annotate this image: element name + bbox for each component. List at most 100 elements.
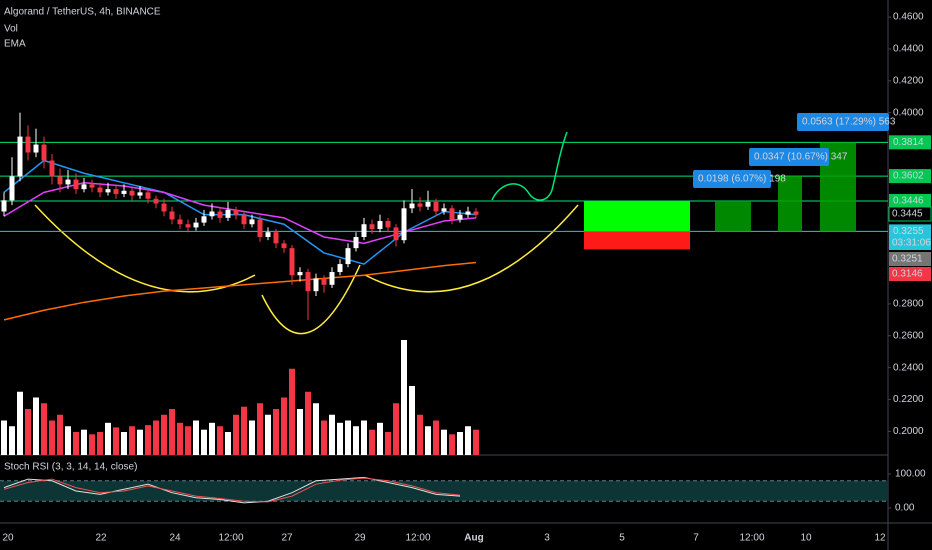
measure-label-box — [693, 170, 771, 188]
x-tick-label: 5 — [619, 533, 625, 544]
volume-bar — [145, 425, 151, 455]
volume-bar — [217, 426, 223, 455]
price-label-box — [889, 236, 931, 250]
volume-bar — [81, 429, 87, 455]
volume-bar — [153, 420, 159, 455]
candle-body — [393, 227, 399, 241]
volume-bar — [97, 432, 103, 455]
volume-bar — [225, 432, 231, 455]
candle-body — [305, 272, 311, 292]
y-tick-label: 0.2800 — [893, 299, 924, 310]
y-tick-label: 0.2600 — [893, 330, 924, 341]
volume-bar — [177, 422, 183, 455]
price-label-box — [889, 252, 931, 266]
candle-body — [57, 176, 63, 185]
price-label-box — [889, 267, 931, 281]
x-tick-label: 20 — [2, 533, 14, 544]
ema-line — [3, 261, 477, 321]
candle-body — [113, 189, 119, 194]
candle-body — [265, 232, 271, 237]
candle-body — [137, 192, 143, 196]
volume-bar — [345, 420, 351, 455]
candle-body — [417, 203, 423, 207]
volume-bar — [209, 422, 215, 455]
volume-bar — [329, 414, 335, 455]
volume-bar — [33, 397, 39, 455]
x-tick-label: 12:00 — [218, 533, 243, 544]
candle-body — [9, 176, 15, 201]
candle-body — [49, 160, 55, 177]
candle-body — [465, 211, 471, 215]
candle-body — [249, 219, 255, 225]
stoch-band — [0, 480, 888, 502]
candle-body — [441, 208, 447, 212]
indicator-label: Vol — [4, 24, 18, 35]
volume-bar — [457, 432, 463, 455]
candle-body — [433, 201, 439, 212]
volume-bar — [313, 403, 319, 455]
candle-body — [153, 198, 159, 204]
volume-bar — [473, 429, 479, 455]
measure-label-box — [749, 148, 829, 166]
candle-body — [209, 211, 215, 217]
y-tick-label: 0.00 — [895, 503, 915, 514]
volume-bar — [281, 397, 287, 455]
volume-bar — [377, 422, 383, 455]
price-label-box — [889, 224, 931, 239]
candle-body — [25, 136, 31, 153]
measure-zone — [715, 200, 751, 232]
x-tick-label: 24 — [169, 533, 181, 544]
candle-body — [89, 184, 95, 188]
candle-body — [329, 272, 335, 285]
candle-body — [345, 248, 351, 265]
candle-body — [1, 200, 7, 212]
candle-body — [369, 224, 375, 230]
x-tick-label: 22 — [95, 533, 107, 544]
volume-bar — [137, 429, 143, 455]
candle-body — [81, 184, 87, 190]
volume-bar — [185, 426, 191, 455]
volume-bar — [113, 427, 119, 455]
volume-bar — [417, 414, 423, 455]
candle-body — [17, 136, 23, 177]
y-tick-label: 0.4000 — [893, 107, 924, 118]
target-zone — [584, 200, 690, 232]
volume-bar — [297, 409, 303, 455]
volume-bar — [89, 434, 95, 455]
volume-bar — [73, 432, 79, 455]
x-tick-label: 29 — [354, 533, 366, 544]
x-tick-label: 10 — [800, 533, 812, 544]
candle-body — [41, 144, 47, 161]
candle-body — [289, 248, 295, 276]
candle-body — [105, 189, 111, 193]
volume-bar — [249, 420, 255, 455]
volume-bar — [273, 409, 279, 455]
candle-body — [201, 216, 207, 223]
x-tick-label: 27 — [281, 533, 293, 544]
projection-curve — [491, 131, 568, 201]
y-tick-label: 100.00 — [895, 469, 926, 480]
candle-body — [409, 203, 415, 209]
volume-bar — [161, 414, 167, 455]
candle-body — [65, 179, 71, 185]
y-tick-label: 0.2200 — [893, 394, 924, 405]
candle-body — [217, 211, 223, 218]
volume-bar — [1, 420, 7, 455]
volume-bar — [289, 368, 295, 455]
candle-body — [297, 272, 303, 276]
candle-body — [145, 192, 151, 199]
candle-body — [425, 201, 431, 207]
volume-bar — [465, 426, 471, 455]
price-label: 0.3814 — [893, 137, 924, 148]
volume-bar — [41, 403, 47, 455]
volume-bar — [49, 420, 55, 455]
volume-bar — [401, 340, 407, 455]
x-tick-label: Aug — [464, 533, 483, 544]
price-label-box — [888, 206, 932, 222]
candle-body — [121, 190, 127, 194]
candle-body — [473, 211, 479, 215]
candle-body — [313, 278, 319, 292]
candle-body — [377, 221, 383, 230]
